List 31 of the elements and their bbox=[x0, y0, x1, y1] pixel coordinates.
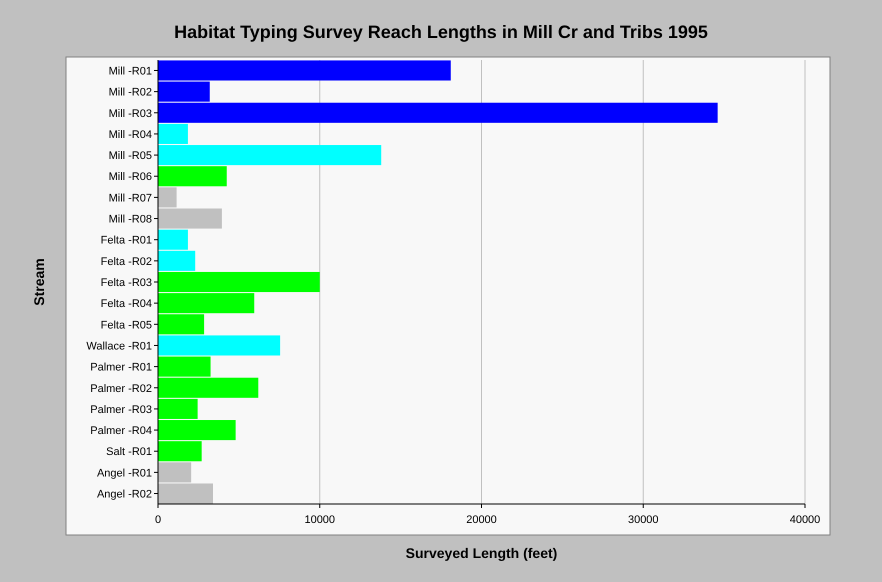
x-tick-label: 10000 bbox=[304, 514, 336, 526]
y-tick-label: Felta -R02 bbox=[100, 256, 152, 268]
bar bbox=[158, 166, 227, 186]
y-tick-label: Palmer -R01 bbox=[90, 362, 152, 374]
y-tick-label: Wallace -R01 bbox=[86, 340, 152, 352]
y-tick-label: Felta -R04 bbox=[100, 298, 152, 310]
x-tick-label: 30000 bbox=[628, 514, 659, 526]
y-tick-label: Mill -R05 bbox=[108, 150, 152, 162]
bar bbox=[158, 335, 280, 356]
y-tick-label: Felta -R03 bbox=[100, 277, 152, 289]
y-tick-label: Palmer -R04 bbox=[90, 425, 152, 438]
y-tick-label: Mill -R08 bbox=[108, 214, 152, 226]
y-tick-label: Felta -R05 bbox=[100, 319, 152, 332]
y-tick-label: Angel -R01 bbox=[96, 467, 152, 480]
y-tick-label: Mill -R07 bbox=[108, 192, 152, 204]
x-tick-label: 40000 bbox=[790, 514, 820, 526]
y-tick-label: Mill -R04 bbox=[108, 128, 152, 141]
y-tick-label: Mill -R02 bbox=[108, 86, 152, 99]
y-tick-label: Angel -R02 bbox=[96, 488, 152, 501]
y-tick-label: Mill -R01 bbox=[108, 65, 152, 78]
x-tick-label: 0 bbox=[154, 514, 162, 526]
x-tick-label: 20000 bbox=[466, 514, 497, 526]
y-tick-label: Palmer -R02 bbox=[90, 382, 152, 395]
y-tick-label: Palmer -R03 bbox=[90, 404, 152, 416]
y-tick-label: Mill -R06 bbox=[108, 171, 152, 184]
y-tick-label: Felta -R01 bbox=[100, 234, 152, 247]
x-axis-title: Surveyed Length (feet) bbox=[406, 545, 558, 561]
chart-title: Habitat Typing Survey Reach Lengths in Mill Cr and Tribs 1995 bbox=[174, 22, 708, 42]
y-tick-label: Salt -R01 bbox=[106, 446, 152, 458]
y-tick-label: Mill -R03 bbox=[108, 108, 152, 120]
y-axis-title: Stream bbox=[31, 258, 47, 306]
